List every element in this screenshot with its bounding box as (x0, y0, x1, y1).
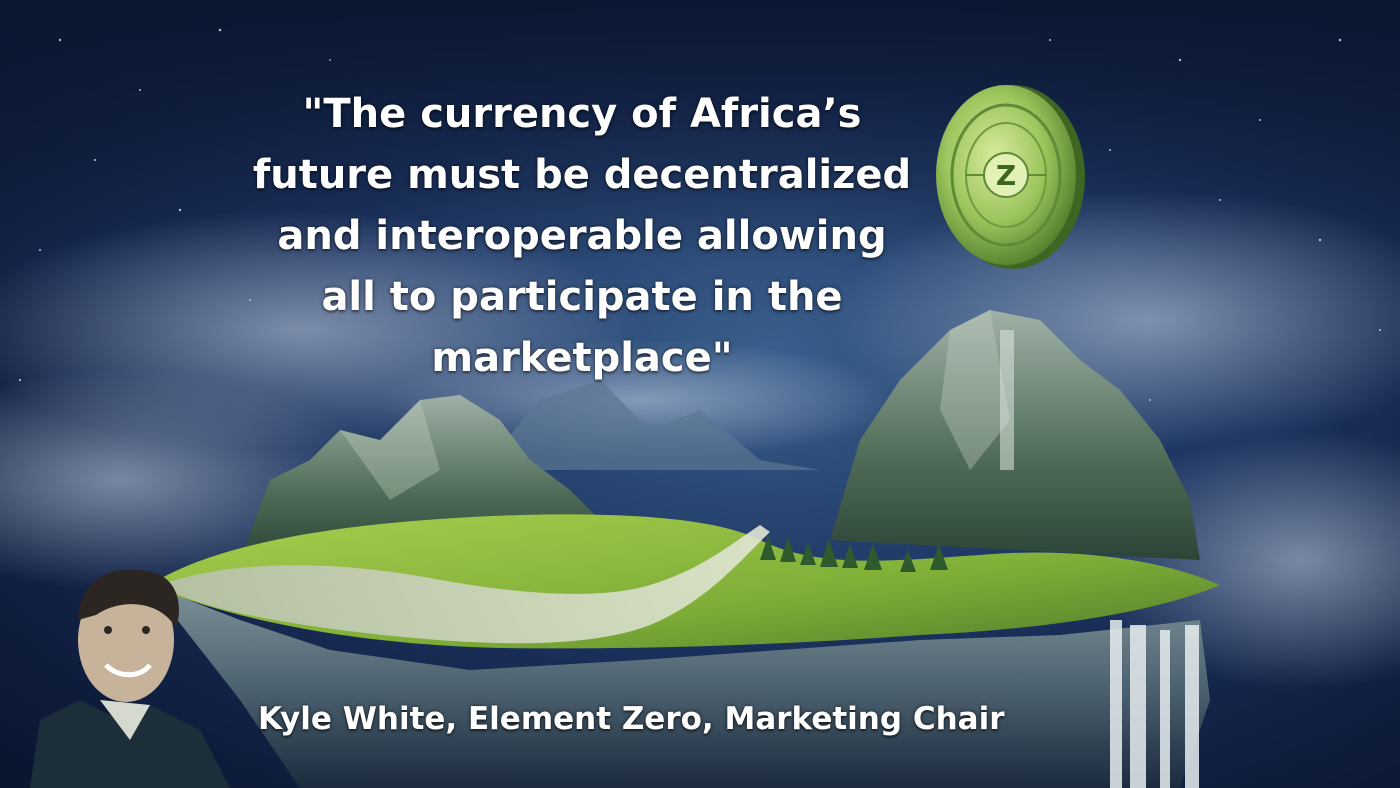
attribution-credit: Kyle White, Element Zero, Marketing Chai… (258, 701, 1005, 737)
quote-text: "The currency of Africa’s future must be… (222, 84, 942, 389)
speaker-portrait (30, 569, 230, 788)
quote-line: marketplace" (431, 335, 733, 381)
svg-text:Z: Z (996, 159, 1016, 192)
quote-line: "The currency of Africa’s (302, 91, 862, 137)
element-zero-coin-icon: Z (936, 85, 1085, 269)
quote-line: future must be decentralized (252, 152, 912, 198)
quote-line: all to participate in the (321, 274, 843, 320)
quote-line: and interoperable allowing (277, 213, 887, 259)
